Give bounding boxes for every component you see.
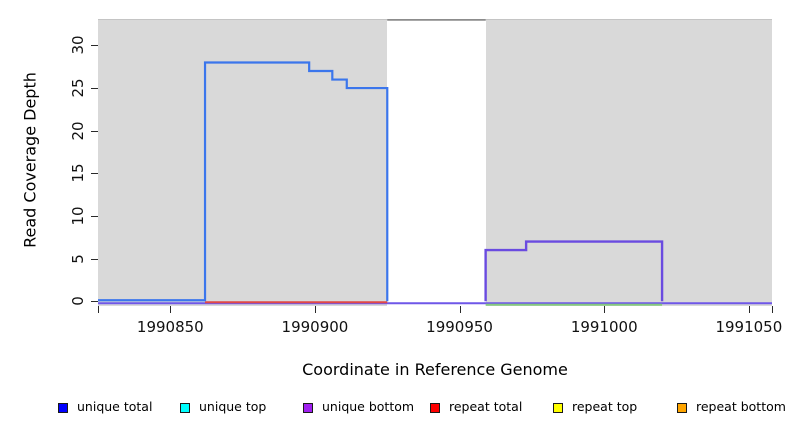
y-axis-tick-label: 30	[69, 35, 87, 55]
x-axis-title: Coordinate in Reference Genome	[302, 360, 568, 379]
y-axis-tick	[91, 215, 98, 217]
legend-label: repeat top	[572, 399, 638, 414]
legend-label: unique top	[199, 399, 267, 414]
x-axis-tick-label: 1990950	[426, 318, 493, 336]
x-axis-tick-label: 1991000	[570, 318, 638, 336]
y-axis-tick-label: 15	[69, 163, 87, 183]
legend-label: unique total	[77, 399, 153, 414]
x-axis-tick	[459, 305, 461, 313]
y-axis-title: Read Coverage Depth	[20, 72, 40, 248]
legend-swatch-icon	[430, 403, 440, 413]
legend: unique total unique top unique bottom repea…	[0, 398, 792, 420]
x-axis-tick-label: 1990900	[281, 318, 349, 336]
plot-area	[98, 19, 772, 306]
y-axis-tick	[91, 173, 98, 175]
legend-label: repeat total	[449, 399, 523, 414]
y-axis-tick	[91, 258, 98, 260]
y-axis-tick-label: 0	[69, 296, 87, 307]
x-axis-tick	[314, 305, 316, 313]
y-axis-tick	[91, 88, 98, 90]
y-axis-tick	[91, 301, 98, 303]
legend-swatch-icon	[58, 403, 68, 413]
y-axis-tick	[91, 130, 98, 132]
y-axis-tick-label: 20	[69, 121, 87, 141]
masked-region-band	[387, 21, 486, 306]
x-axis-tick-label: 1990850	[136, 318, 204, 336]
x-axis-tick-label: 1991050	[715, 318, 783, 336]
legend-label: unique bottom	[322, 399, 415, 414]
x-axis-tick	[748, 305, 750, 313]
y-axis-tick-label: 25	[69, 78, 87, 98]
x-axis-tick	[772, 305, 773, 313]
series-unique-coverage-right-step	[484, 240, 664, 302]
legend-swatch-icon	[553, 403, 563, 413]
x-axis-tick	[170, 305, 172, 313]
legend-swatch-icon	[677, 403, 687, 413]
y-axis-tick-label: 5	[69, 253, 87, 264]
legend-label: repeat bottom	[696, 399, 786, 414]
legend-swatch-icon	[180, 403, 190, 413]
y-axis-tick	[91, 45, 98, 47]
y-axis-tick-label: 10	[69, 206, 87, 226]
x-axis-tick	[604, 305, 606, 313]
x-axis-tick	[98, 305, 99, 313]
legend-swatch-icon	[303, 403, 313, 413]
series-unique-coverage-left-step	[203, 61, 389, 302]
